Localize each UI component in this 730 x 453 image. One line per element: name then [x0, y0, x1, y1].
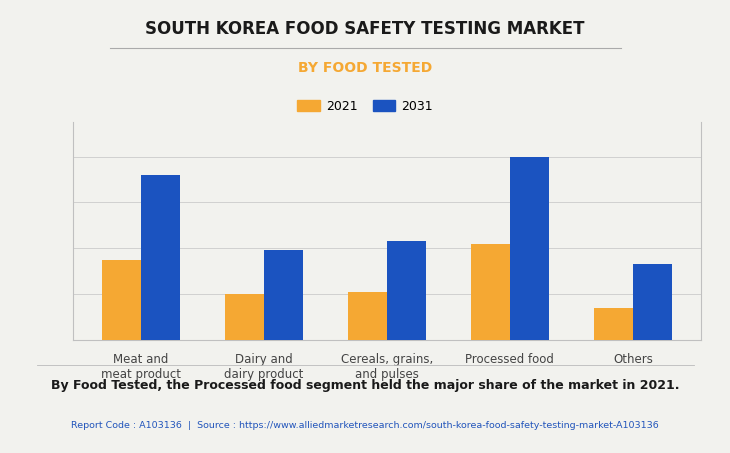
Bar	[593, 308, 633, 340]
Text: By Food Tested, the Processed food segment held the major share of the market in: By Food Tested, the Processed food segme…	[51, 380, 679, 392]
Bar	[387, 241, 426, 340]
Text: SOUTH KOREA FOOD SAFETY TESTING MARKET: SOUTH KOREA FOOD SAFETY TESTING MARKET	[145, 20, 585, 39]
Bar	[101, 260, 141, 340]
Bar	[633, 264, 672, 340]
Bar	[225, 294, 264, 340]
Bar	[264, 251, 303, 340]
Bar	[141, 175, 180, 340]
Text: Report Code : A103136  |  Source : https://www.alliedmarketresearch.com/south-ko: Report Code : A103136 | Source : https:/…	[71, 421, 659, 430]
Bar	[510, 157, 549, 340]
Legend: 2021, 2031: 2021, 2031	[292, 95, 438, 118]
Bar	[471, 244, 510, 340]
Bar	[347, 292, 387, 340]
Text: BY FOOD TESTED: BY FOOD TESTED	[298, 61, 432, 75]
